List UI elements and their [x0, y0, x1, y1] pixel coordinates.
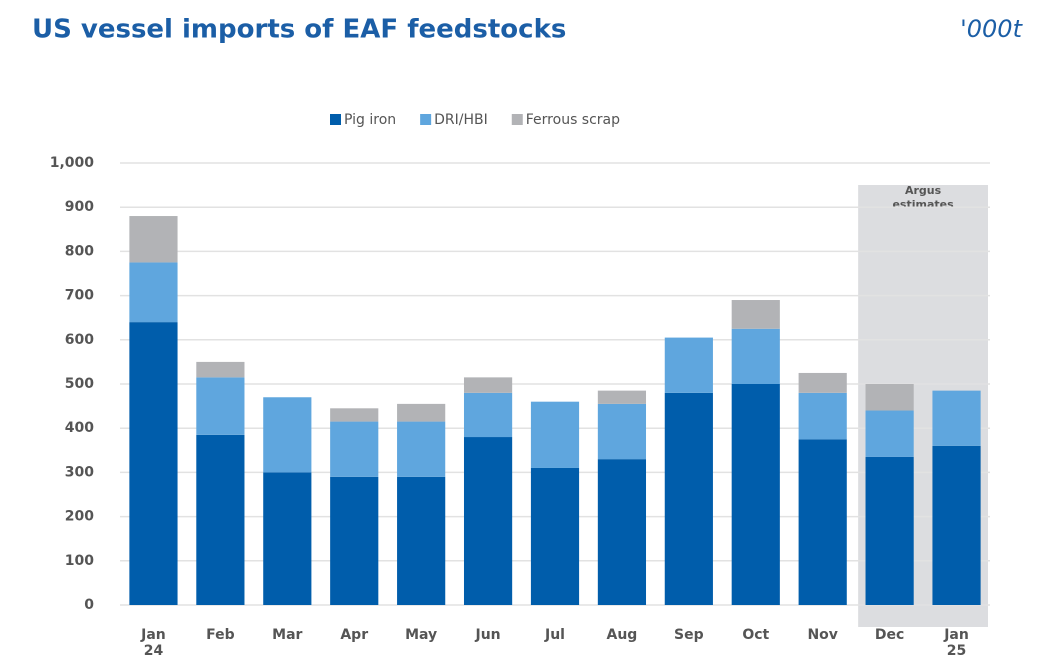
bar-segment	[799, 393, 847, 439]
x-tick-label: Mar	[272, 627, 302, 643]
y-tick-label: 0	[84, 597, 94, 613]
bar-segment	[263, 397, 311, 472]
bar-segment	[866, 457, 914, 605]
x-tick-label: Nov	[807, 627, 837, 643]
y-tick-label: 400	[65, 420, 94, 436]
bar-segment	[531, 402, 579, 468]
bar-segment	[732, 329, 780, 384]
bar-segment	[397, 404, 445, 422]
x-tick-label: Dec	[875, 627, 904, 643]
bar-segment	[464, 377, 512, 392]
legend-label: Pig iron	[344, 112, 396, 128]
bar-segment	[598, 404, 646, 459]
bar-segment	[932, 446, 980, 605]
y-tick-label: 700	[65, 288, 94, 304]
bar-segment	[866, 384, 914, 411]
bar-segment	[196, 435, 244, 605]
x-tick-label: Jul	[544, 627, 565, 643]
bar-segment	[732, 300, 780, 329]
bar-segment	[464, 393, 512, 437]
bar-segment	[464, 437, 512, 605]
x-tick-label: Aug	[607, 627, 638, 643]
x-tick-label: May	[405, 627, 437, 643]
bar-segment	[330, 408, 378, 421]
legend-label: DRI/HBI	[434, 112, 488, 128]
x-tick-label: Sep	[674, 627, 704, 643]
bar-segment	[330, 477, 378, 605]
bar-segment	[129, 216, 177, 262]
bar-segment	[799, 373, 847, 393]
chart-title: US vessel imports of EAF feedstocks	[32, 15, 566, 45]
bar-segment	[866, 411, 914, 457]
bar-segment	[397, 422, 445, 477]
chart: US vessel imports of EAF feedstocks '000…	[0, 0, 1041, 669]
unit-label: '000t	[960, 15, 1023, 43]
y-tick-label: 1,000	[50, 155, 95, 171]
x-tick-label: Feb	[206, 627, 235, 643]
bar-segment	[263, 472, 311, 605]
y-tick-label: 500	[65, 376, 94, 392]
y-tick-label: 800	[65, 243, 94, 259]
bar-segment	[598, 459, 646, 605]
bar-segment	[129, 262, 177, 322]
bar-segment	[330, 422, 378, 477]
legend-swatch	[512, 114, 523, 125]
legend-label: Ferrous scrap	[526, 112, 620, 128]
legend-swatch	[420, 114, 431, 125]
bar-segment	[129, 322, 177, 605]
y-tick-label: 200	[65, 509, 94, 525]
bar-segment	[531, 468, 579, 605]
bar-segment	[732, 384, 780, 605]
y-tick-label: 100	[65, 553, 94, 569]
bar-segment	[196, 377, 244, 434]
x-tick-label: Jun	[474, 627, 500, 643]
bar-segment	[196, 362, 244, 377]
bar-segment	[665, 338, 713, 393]
y-tick-label: 600	[65, 332, 94, 348]
y-tick-label: 300	[65, 464, 94, 480]
bar-segment	[397, 477, 445, 605]
y-tick-label: 900	[65, 199, 94, 215]
x-tick-label: Apr	[340, 627, 368, 643]
x-tick-label: Oct	[742, 627, 769, 643]
bar-segment	[665, 393, 713, 605]
legend-swatch	[330, 114, 341, 125]
bar-segment	[932, 391, 980, 446]
bar-segment	[598, 391, 646, 404]
bar-segment	[799, 439, 847, 605]
